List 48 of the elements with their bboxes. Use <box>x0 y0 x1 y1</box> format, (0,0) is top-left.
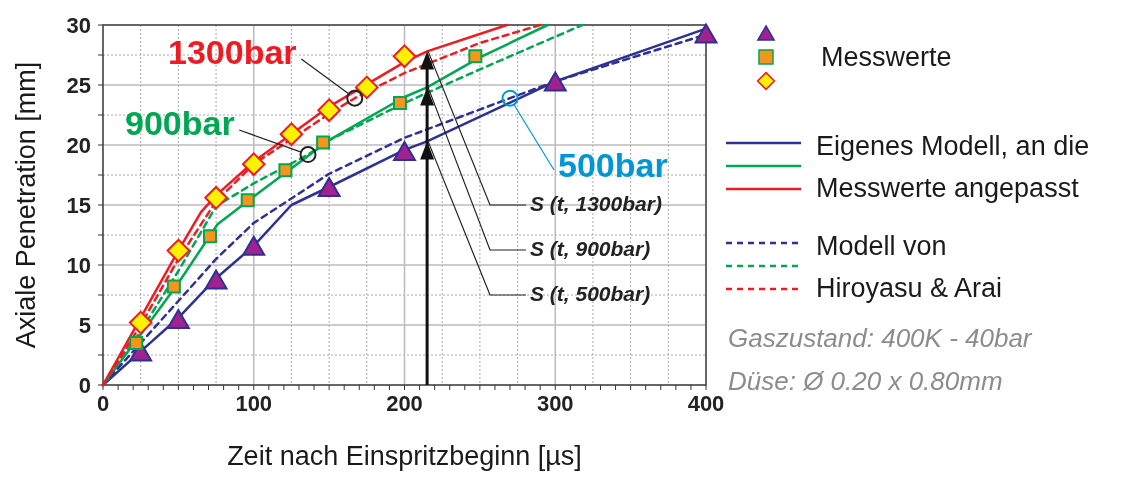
point <box>128 310 153 335</box>
point <box>392 96 407 110</box>
point <box>393 141 416 161</box>
point <box>468 49 483 64</box>
point <box>203 229 218 244</box>
point <box>317 177 341 197</box>
annotation: 1300bar <box>168 32 297 71</box>
y-tick-label: 10 <box>66 253 91 278</box>
point <box>694 23 718 44</box>
point <box>166 238 191 263</box>
point <box>317 98 341 122</box>
y-tick-label: 15 <box>66 193 91 218</box>
x-tick-label: 300 <box>536 391 574 416</box>
point <box>279 122 304 146</box>
x-axis-title: Zeit nach Einspritzbeginn [µs] <box>227 441 582 471</box>
point <box>392 44 417 68</box>
point <box>240 193 255 208</box>
y-tick-label: 25 <box>66 73 91 98</box>
legend-label: Eigenes Modell, an die Messwerte angepasst <box>816 131 1090 203</box>
point <box>355 75 379 100</box>
y-tick-label: 5 <box>78 313 91 338</box>
x-tick-label: 400 <box>687 391 725 416</box>
x-tick-label: 100 <box>235 391 273 416</box>
point <box>242 235 266 256</box>
x-tick-label: 200 <box>386 391 423 416</box>
point <box>166 279 181 294</box>
point <box>204 269 228 290</box>
annotation: S (t, 900bar) <box>530 236 651 260</box>
point <box>166 309 190 329</box>
legend-label: Messwerte <box>821 42 952 72</box>
point <box>316 135 331 150</box>
x-tick-label: 0 <box>96 391 110 416</box>
y-tick-label: 30 <box>66 13 91 38</box>
annotation: S (t, 500bar) <box>530 281 651 305</box>
point <box>241 152 266 176</box>
y-axis-title: Axiale Penetration [mm] <box>11 61 41 349</box>
legend-label: Modell von Hiroyasu & Arai <box>816 231 1003 303</box>
annotation: S (t, 1300bar) <box>530 191 662 215</box>
text: Gaszustand: 400K - 40bar <box>728 322 1033 353</box>
point <box>543 71 567 92</box>
y-tick-label: 0 <box>78 373 91 398</box>
y-tick-label: 20 <box>66 133 91 158</box>
annotation: 900bar <box>125 103 235 142</box>
point <box>129 336 144 350</box>
point <box>278 163 293 178</box>
text: Düse: Ø 0.20 x 0.80mm <box>728 365 1003 396</box>
annotation: 500bar <box>558 145 668 184</box>
point <box>204 186 228 210</box>
